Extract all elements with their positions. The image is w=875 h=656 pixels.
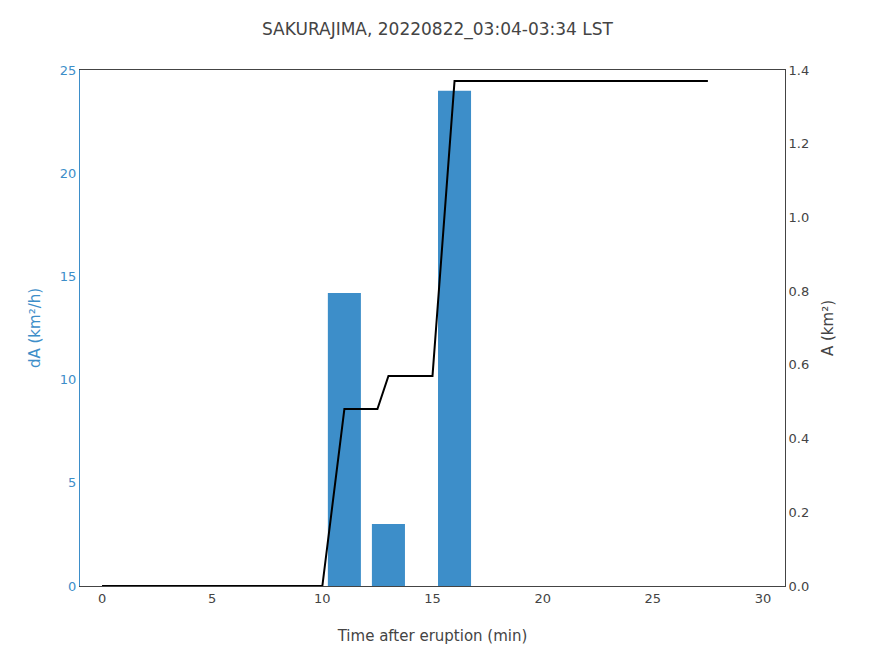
svg-text:0.2: 0.2 [789,505,810,520]
svg-text:0: 0 [98,591,106,606]
svg-text:20: 20 [534,591,551,606]
svg-text:25: 25 [645,591,662,606]
svg-text:10: 10 [60,372,77,387]
svg-text:15: 15 [424,591,441,606]
svg-text:15: 15 [60,269,77,284]
svg-text:1.2: 1.2 [789,136,810,151]
svg-text:1.0: 1.0 [789,210,810,225]
svg-text:0.4: 0.4 [789,431,810,446]
svg-text:Time after eruption (min): Time after eruption (min) [337,627,528,645]
svg-text:0: 0 [68,579,76,594]
svg-text:0.6: 0.6 [789,357,810,372]
svg-text:5: 5 [208,591,216,606]
svg-text:0.0: 0.0 [789,579,810,594]
svg-text:A (km²): A (km²) [819,300,837,356]
svg-text:20: 20 [60,166,77,181]
svg-text:SAKURAJIMA, 20220822_03:04-03:: SAKURAJIMA, 20220822_03:04-03:34 LST [262,19,614,40]
svg-text:dA (km²/h): dA (km²/h) [26,288,44,368]
svg-text:0.8: 0.8 [789,284,810,299]
svg-text:25: 25 [60,63,77,78]
svg-text:10: 10 [314,591,331,606]
svg-text:1.4: 1.4 [789,63,810,78]
svg-text:5: 5 [68,475,76,490]
svg-text:30: 30 [755,591,772,606]
